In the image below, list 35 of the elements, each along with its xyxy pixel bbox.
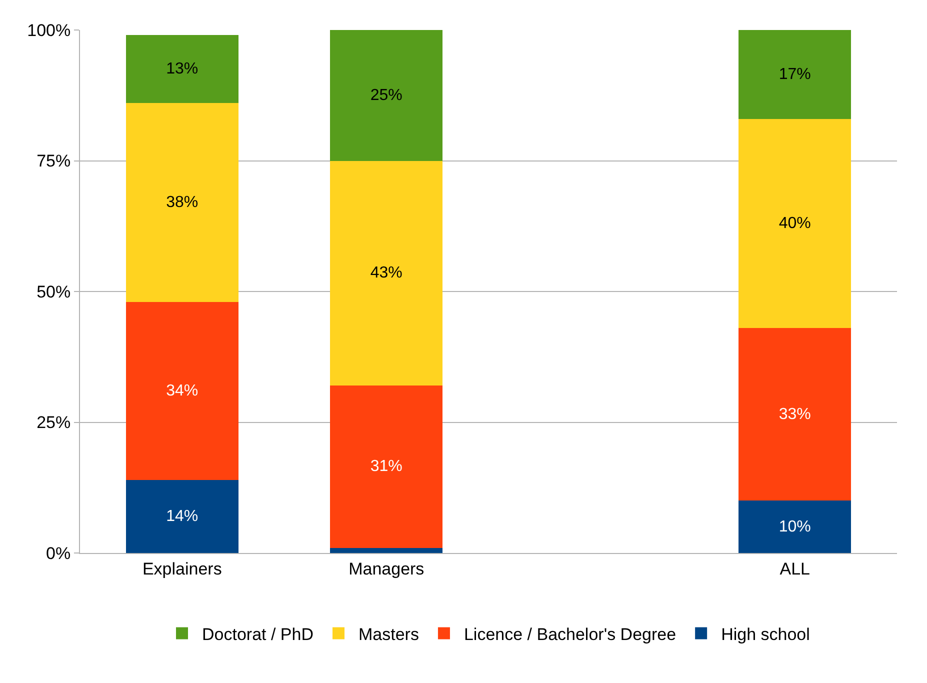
- y-tick-label: 50%: [36, 282, 71, 302]
- data-label: 34%: [166, 382, 198, 400]
- x-tick-label: Managers: [348, 559, 424, 578]
- bar: [738, 328, 852, 501]
- x-tick-label: ALL: [780, 559, 810, 578]
- x-tick-label: Explainers: [142, 559, 222, 578]
- legend-label: Doctorat / PhD: [202, 624, 314, 644]
- data-label: 38%: [166, 194, 198, 212]
- data-label: 13%: [166, 60, 198, 78]
- data-label: 17%: [778, 66, 811, 83]
- data-label: 40%: [778, 215, 811, 232]
- bar: [126, 480, 238, 553]
- bar: [738, 500, 852, 553]
- y-tick-label: 0%: [46, 544, 71, 563]
- y-tick-label: 75%: [36, 152, 71, 171]
- bar: [330, 30, 443, 161]
- legend-label: Licence / Bachelor's Degree: [464, 624, 676, 644]
- data-label: 25%: [370, 86, 402, 104]
- bar: [330, 386, 443, 548]
- bar: [126, 103, 238, 302]
- data-label: 33%: [778, 406, 811, 423]
- bar: [126, 302, 238, 480]
- bar: [330, 160, 443, 386]
- data-label: 43%: [370, 264, 402, 282]
- data-label: 10%: [778, 518, 811, 536]
- data-label: 14%: [166, 508, 198, 525]
- bar: [738, 118, 852, 328]
- y-tick-label: 25%: [36, 413, 71, 432]
- data-label: 31%: [370, 458, 402, 476]
- y-tick-label: 100%: [27, 20, 71, 40]
- bar: [330, 548, 443, 553]
- bar: [738, 30, 852, 119]
- legend-label: Masters: [358, 624, 419, 644]
- legend-label: High school: [721, 624, 810, 644]
- bar: [126, 35, 238, 104]
